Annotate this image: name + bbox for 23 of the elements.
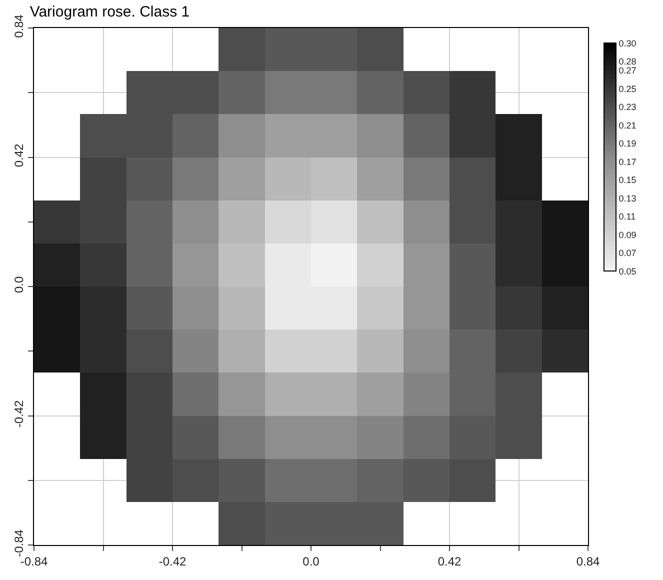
color-bar-label: 0.07: [618, 248, 636, 258]
x-tick-label: 0.0: [302, 554, 320, 568]
x-tick-label: -0.42: [158, 554, 186, 568]
color-bar-label: 0.23: [618, 102, 636, 112]
color-bar-label: 0.17: [618, 156, 636, 167]
y-tick-label: -0.42: [12, 400, 26, 428]
x-tick-label: 0.42: [438, 554, 462, 568]
color-bar-label: 0.15: [618, 175, 636, 186]
color-bar-label: 0.11: [618, 212, 636, 222]
color-bar-label: 0.28: [618, 56, 636, 67]
y-tick-label: 0.42: [12, 143, 26, 168]
color-bar-label: 0.13: [618, 193, 636, 204]
y-tick-label: 0.84: [12, 14, 26, 38]
color-bar-label: 0.30: [618, 38, 636, 48]
color-bar-label: 0.19: [618, 138, 636, 149]
chart-title: Variogram rose. Class 1: [30, 3, 190, 20]
color-bar-label: 0.27: [618, 66, 636, 76]
color-bar-label: 0.25: [618, 84, 636, 94]
color-bar-label: 0.05: [618, 266, 636, 276]
color-bar-label: 0.21: [618, 120, 636, 130]
x-tick-label: 0.84: [576, 554, 600, 568]
color-bar-label: 0.09: [618, 230, 636, 240]
y-tick-label: 0.0: [12, 276, 26, 294]
